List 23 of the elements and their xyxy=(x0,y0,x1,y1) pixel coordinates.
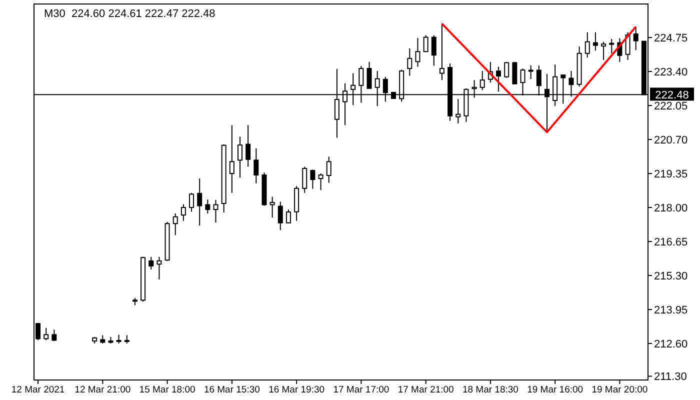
x-tick-label: 16 Mar 15:30 xyxy=(204,384,260,396)
x-tick-label: 12 Mar 21:00 xyxy=(74,384,131,396)
y-tick-label: 220.70 xyxy=(654,134,688,146)
y-tick-label: 224.75 xyxy=(654,32,688,44)
x-tick-label: 16 Mar 19:30 xyxy=(268,384,325,396)
y-tick-label: 218.00 xyxy=(654,202,688,214)
chart-title: M30 224.60 224.61 222.47 222.48 xyxy=(44,8,216,20)
ref-line-label: 222.48 xyxy=(655,90,689,102)
y-tick-label: 216.65 xyxy=(654,236,688,248)
y-tick-label: 222.05 xyxy=(654,100,688,112)
x-tick-label: 18 Mar 18:30 xyxy=(462,384,518,396)
x-tick-label: 19 Mar 16:00 xyxy=(527,384,584,396)
y-tick-label: 211.30 xyxy=(654,371,687,384)
y-tick-label: 223.40 xyxy=(654,66,688,78)
x-tick-label: 17 Mar 21:00 xyxy=(398,384,454,396)
y-tick-label: 213.95 xyxy=(654,304,688,316)
y-tick-label: 212.60 xyxy=(654,338,688,350)
x-tick-label: 12 Mar 2021 xyxy=(11,384,65,396)
x-tick-label: 17 Mar 17:00 xyxy=(333,384,390,396)
x-tick-label: 19 Mar 20:00 xyxy=(592,384,648,396)
x-tick-label: 15 Mar 18:00 xyxy=(139,384,196,396)
y-tick-label: 215.30 xyxy=(654,270,688,282)
y-tick-label: 219.35 xyxy=(654,168,688,180)
